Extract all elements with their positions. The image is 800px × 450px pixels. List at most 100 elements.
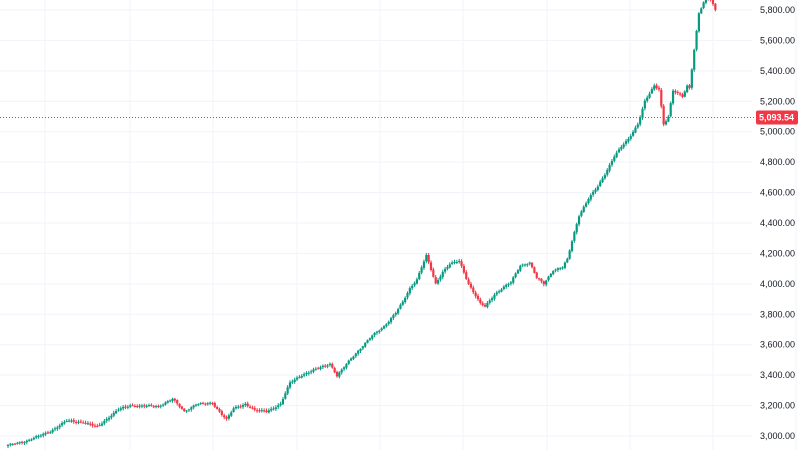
candle-down <box>246 401 249 408</box>
candle-up <box>411 284 414 291</box>
candle-body <box>399 304 402 309</box>
candle-body <box>328 363 332 366</box>
candle-up <box>291 379 294 384</box>
candle-body <box>305 373 308 375</box>
candle-up <box>39 434 42 438</box>
candle-body <box>493 294 496 299</box>
candle-body <box>380 328 383 331</box>
candle-body <box>523 264 527 266</box>
candle-up <box>145 404 148 409</box>
candle-up <box>70 418 73 423</box>
candle-body <box>533 267 536 273</box>
candle-body <box>96 425 99 427</box>
candle-body <box>166 401 169 403</box>
candle-body <box>366 340 369 343</box>
candle-down <box>225 415 228 421</box>
candle-body <box>467 279 470 285</box>
candle-body <box>190 407 193 410</box>
candle-body <box>570 241 574 251</box>
candle-up <box>556 267 559 273</box>
candle-body <box>350 358 353 361</box>
candle-body <box>310 371 313 373</box>
candle-body <box>82 422 85 424</box>
candle-up <box>397 307 400 315</box>
candle-body <box>180 406 183 409</box>
candle-up <box>561 266 564 270</box>
candle-down <box>460 259 463 269</box>
candle-up <box>140 404 144 409</box>
candle-body <box>72 420 75 422</box>
candle-body <box>596 186 599 190</box>
candle-body <box>213 403 216 407</box>
candle-down <box>427 252 430 265</box>
candle-up <box>284 391 287 400</box>
candle-up <box>126 404 129 410</box>
candle-down <box>660 87 663 109</box>
candle-up <box>30 438 33 442</box>
candle-down <box>176 399 179 406</box>
candle-body <box>397 309 400 314</box>
candle-up <box>554 268 557 273</box>
candle-down <box>681 92 684 99</box>
candle-down <box>655 83 658 90</box>
candle-body <box>610 161 614 165</box>
candle-body <box>30 439 33 441</box>
candle-body <box>643 100 646 109</box>
candle-down <box>216 405 219 410</box>
candle-down <box>180 405 183 410</box>
candle-body <box>23 442 26 444</box>
candle-body <box>568 250 571 259</box>
candle-body <box>326 365 329 367</box>
candle-body <box>375 331 379 333</box>
candle-down <box>432 267 435 278</box>
candle-down <box>157 404 160 409</box>
candle-up <box>60 421 64 427</box>
candle-body <box>411 285 414 289</box>
candle-body <box>126 406 129 408</box>
candle-body <box>138 405 141 407</box>
candle-up <box>305 371 308 377</box>
candle-body <box>542 281 545 285</box>
candle-up <box>495 290 498 297</box>
candle-up <box>380 327 383 332</box>
candle-body <box>63 421 66 424</box>
candle-up <box>272 406 275 411</box>
candle-body <box>291 381 294 383</box>
candle-up <box>300 374 303 379</box>
candle-body <box>422 261 426 268</box>
candle-down <box>72 418 75 424</box>
candle-up <box>44 431 47 436</box>
candle-body <box>646 97 649 101</box>
candle-up <box>288 380 292 390</box>
candle-up <box>105 416 108 423</box>
candle-up <box>199 402 202 405</box>
candle-up <box>159 404 162 409</box>
candle-up <box>227 413 230 421</box>
candle-body <box>650 89 653 94</box>
candle-body <box>58 425 61 428</box>
candle-body <box>253 408 256 410</box>
candle-body <box>105 419 108 421</box>
candle-body <box>528 262 531 264</box>
candle-up <box>32 436 35 441</box>
candle-up <box>516 269 520 274</box>
candle-body <box>660 89 663 107</box>
candle-down <box>535 271 538 280</box>
candle-body <box>150 404 153 406</box>
candle-body <box>267 410 270 413</box>
candle-up <box>260 408 263 413</box>
candle-body <box>303 374 306 376</box>
candle-up <box>117 407 120 412</box>
candle-up <box>404 296 407 304</box>
candle-down <box>143 403 146 409</box>
candle-body <box>667 116 670 122</box>
candle-body <box>580 211 583 216</box>
candle-up <box>498 289 501 294</box>
price-axis[interactable]: 3,000.00 3,200.00 3,400.00 3,600.00 3,800.00… <box>760 5 795 441</box>
candle-body <box>173 398 176 401</box>
candle-body <box>201 402 205 404</box>
candle-up <box>610 158 614 167</box>
candle-body <box>204 403 207 405</box>
candle-body <box>589 195 592 200</box>
